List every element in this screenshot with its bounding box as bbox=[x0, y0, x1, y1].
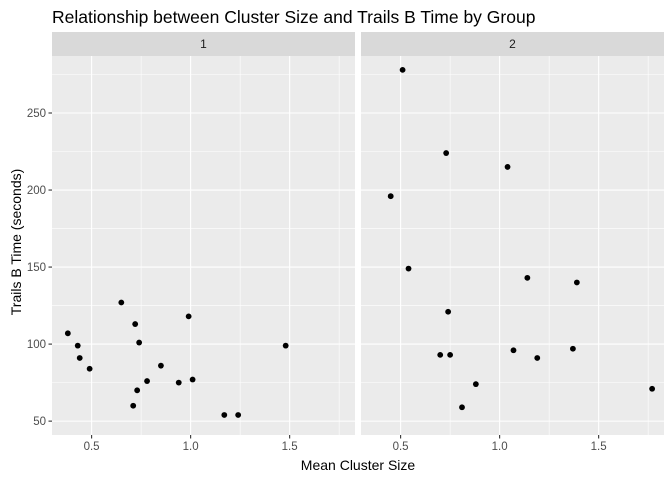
data-point bbox=[510, 347, 517, 354]
data-point bbox=[134, 387, 141, 394]
facet-panel-2: 2 0.5 1.0 1.5 bbox=[361, 32, 664, 453]
panel-background bbox=[52, 56, 355, 435]
data-point bbox=[86, 365, 93, 372]
data-point bbox=[573, 279, 580, 286]
data-point bbox=[504, 164, 511, 170]
data-point bbox=[221, 412, 228, 418]
y-axis-title: Trails B Time (seconds) bbox=[8, 169, 24, 316]
data-point bbox=[158, 362, 164, 369]
facet-strip bbox=[52, 32, 355, 56]
data-point bbox=[443, 150, 450, 156]
x-axis-title: Mean Cluster Size bbox=[301, 457, 416, 473]
data-point bbox=[649, 385, 656, 392]
data-point bbox=[437, 351, 444, 358]
data-point bbox=[175, 379, 182, 386]
data-point bbox=[130, 402, 137, 409]
x-tick-label: 0.5 bbox=[393, 441, 409, 453]
data-point bbox=[235, 412, 242, 418]
facet-panel-1: 1 0.5 1.0 1.5 50 100 150 200 250 bbox=[27, 32, 355, 453]
x-tick-label: 1.5 bbox=[591, 441, 607, 453]
data-point bbox=[534, 355, 541, 361]
x-tick-label: 1.0 bbox=[183, 441, 199, 453]
data-point bbox=[282, 342, 289, 349]
data-point bbox=[144, 378, 150, 384]
data-point bbox=[524, 274, 531, 281]
data-point bbox=[118, 299, 125, 306]
x-tick-label: 0.5 bbox=[84, 441, 100, 453]
data-point bbox=[445, 308, 452, 315]
data-point bbox=[459, 404, 465, 411]
data-point bbox=[387, 193, 394, 200]
y-tick-label: 200 bbox=[27, 185, 46, 197]
x-tick-label: 1.0 bbox=[492, 441, 508, 453]
data-point bbox=[74, 342, 81, 349]
data-point bbox=[189, 376, 196, 383]
data-point bbox=[405, 265, 412, 272]
chart-title: Relationship between Cluster Size and Tr… bbox=[52, 7, 535, 27]
facet-strip-label: 1 bbox=[200, 37, 207, 51]
y-tick-label: 150 bbox=[27, 262, 46, 274]
y-tick-label: 50 bbox=[33, 416, 46, 428]
facets-layer: 1 0.5 1.0 1.5 50 100 150 200 250 2 0.5 1.0 1.5 bbox=[27, 32, 664, 453]
data-point bbox=[570, 345, 576, 352]
facet-strip bbox=[361, 32, 664, 56]
data-point bbox=[472, 381, 479, 388]
facet-strip-label: 2 bbox=[509, 37, 516, 51]
data-point bbox=[64, 330, 71, 337]
y-tick-label: 250 bbox=[27, 108, 46, 120]
data-point bbox=[447, 351, 454, 358]
panel-background bbox=[361, 56, 664, 435]
data-point bbox=[132, 321, 139, 327]
x-tick-label: 1.5 bbox=[282, 441, 298, 453]
data-point bbox=[185, 313, 192, 320]
y-tick-label: 100 bbox=[27, 339, 46, 351]
data-point bbox=[136, 339, 143, 346]
data-point bbox=[399, 66, 406, 73]
data-point bbox=[76, 355, 83, 361]
